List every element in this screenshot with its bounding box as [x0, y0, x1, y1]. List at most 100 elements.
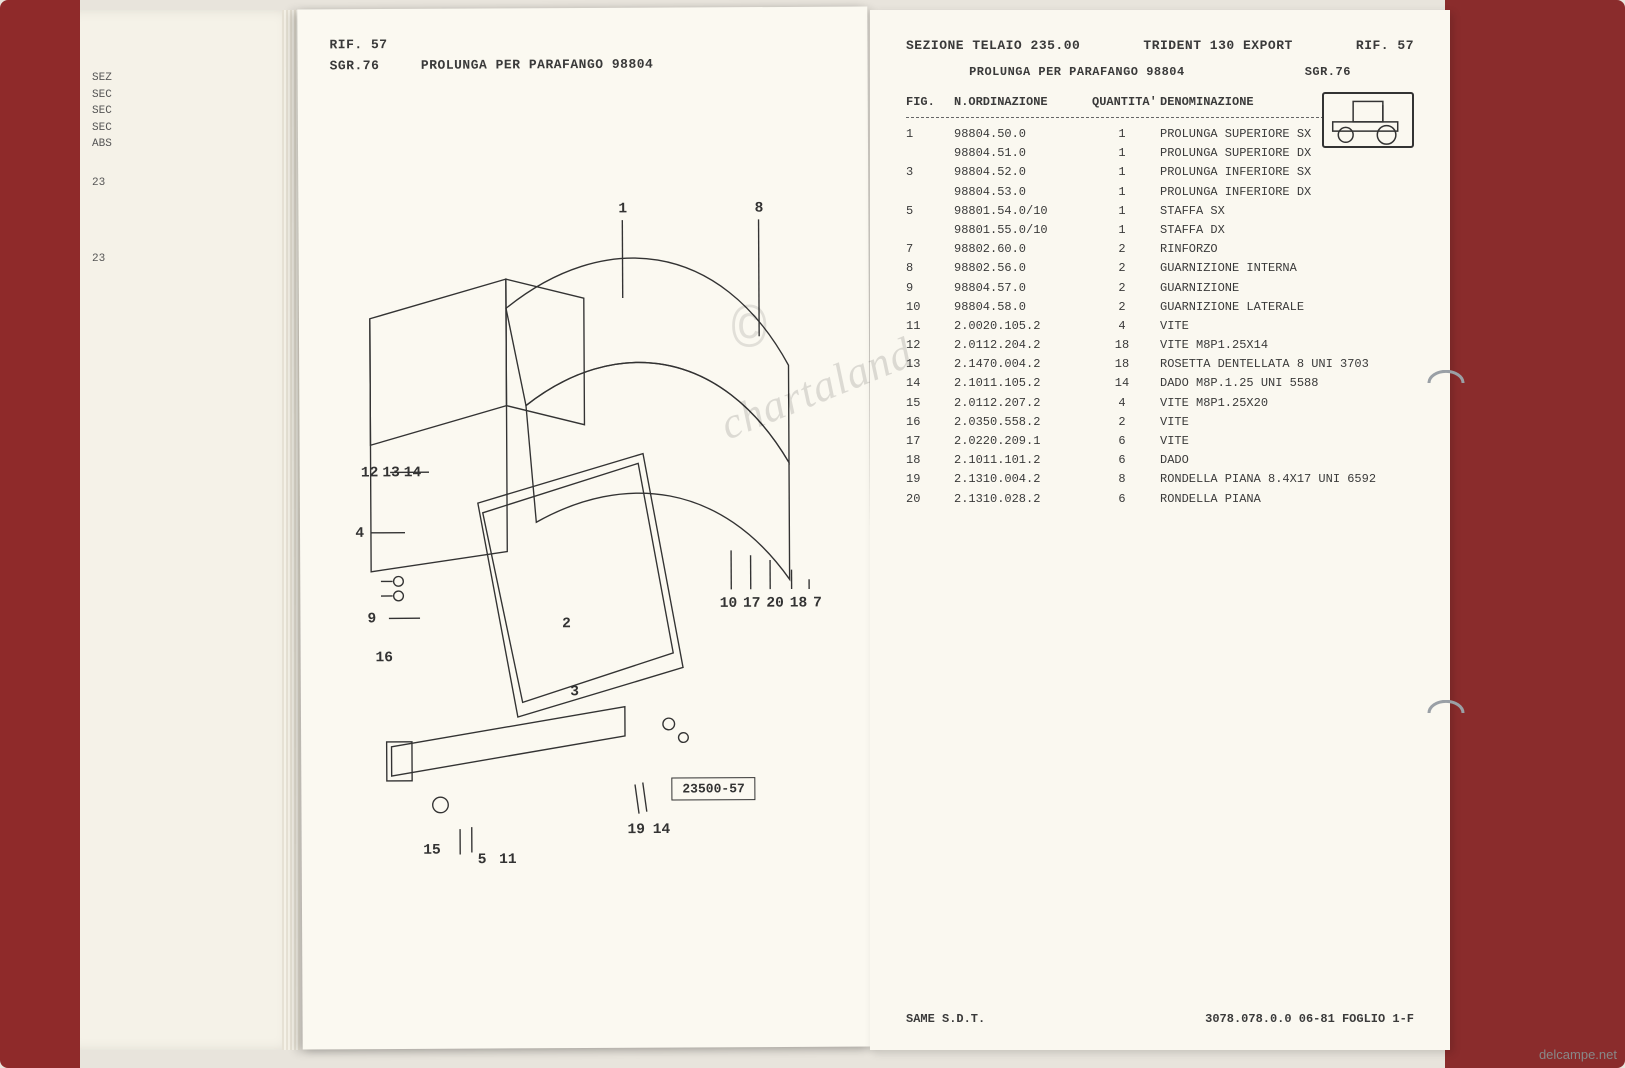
stack-line: 23	[92, 251, 112, 268]
table-cell-fig: 3	[906, 164, 946, 180]
parts-table: 198804.50.01PROLUNGA SUPERIORE SX98804.5…	[906, 126, 1414, 507]
table-cell-den: VITE	[1160, 318, 1414, 334]
table-cell-qty: 2	[1092, 414, 1152, 430]
stack-line: SEC	[92, 103, 112, 120]
footer-left: SAME S.D.T.	[906, 1012, 985, 1026]
table-cell-den: GUARNIZIONE INTERNA	[1160, 260, 1414, 276]
table-cell-ord: 2.1470.004.2	[954, 356, 1084, 372]
table-cell-den: STAFFA DX	[1160, 222, 1414, 238]
table-cell-ord: 2.0112.204.2	[954, 337, 1084, 353]
table-cell-fig: 11	[906, 318, 946, 334]
table-cell-qty: 18	[1092, 356, 1152, 372]
table-cell-qty: 18	[1092, 337, 1152, 353]
table-cell-qty: 2	[1092, 260, 1152, 276]
table-cell-fig: 7	[906, 241, 946, 257]
table-cell-qty: 2	[1092, 241, 1152, 257]
right-sgr: SGR.76	[1305, 65, 1351, 79]
table-cell-ord: 2.1011.101.2	[954, 452, 1084, 468]
table-cell-den: VITE M8P1.25X20	[1160, 395, 1414, 411]
svg-text:9: 9	[367, 611, 376, 627]
stack-line: 23	[92, 175, 112, 192]
table-cell-qty: 1	[1092, 222, 1152, 238]
table-cell-qty: 6	[1092, 452, 1152, 468]
table-cell-fig: 9	[906, 280, 946, 296]
table-cell-fig: 10	[906, 299, 946, 315]
footer-right: 3078.078.0.0 06-81 FOGLIO 1-F	[1205, 1012, 1414, 1026]
table-cell-fig	[906, 184, 946, 200]
table-cell-ord: 2.1310.028.2	[954, 491, 1084, 507]
right-header-row-1: SEZIONE TELAIO 235.00 TRIDENT 130 EXPORT…	[906, 38, 1414, 59]
svg-text:14: 14	[653, 822, 671, 838]
table-cell-ord: 98804.52.0	[954, 164, 1084, 180]
table-cell-ord: 98802.60.0	[954, 241, 1084, 257]
table-cell-den: ROSETTA DENTELLATA 8 UNI 3703	[1160, 356, 1414, 372]
table-cell-fig: 8	[906, 260, 946, 276]
table-cell-ord: 2.0350.558.2	[954, 414, 1084, 430]
binder-ring-icon	[1427, 370, 1465, 396]
table-cell-fig: 5	[906, 203, 946, 219]
table-cell-den: PROLUNGA INFERIORE SX	[1160, 164, 1414, 180]
table-cell-ord: 2.0220.209.1	[954, 433, 1084, 449]
table-cell-qty: 1	[1092, 203, 1152, 219]
table-cell-fig: 17	[906, 433, 946, 449]
table-cell-qty: 6	[1092, 491, 1152, 507]
table-cell-fig: 13	[906, 356, 946, 372]
left-rif: RIF. 57	[329, 35, 835, 53]
svg-text:12: 12	[361, 465, 379, 481]
sezione-label: SEZIONE TELAIO 235.00	[906, 38, 1080, 53]
left-sgr: SGR.76	[330, 58, 380, 73]
svg-text:20: 20	[766, 596, 784, 612]
table-cell-fig: 18	[906, 452, 946, 468]
table-cell-qty: 1	[1092, 164, 1152, 180]
stack-partial-text: SEZ SEC SEC SEC ABS 23 23	[92, 70, 112, 268]
col-ord: N.ORDINAZIONE	[954, 95, 1084, 109]
left-page: RIF. 57 SGR.76 PROLUNGA PER PARAFANGO 98…	[297, 7, 872, 1050]
right-rif: RIF. 57	[1356, 38, 1414, 53]
svg-text:11: 11	[499, 852, 517, 868]
svg-text:13: 13	[382, 465, 400, 481]
table-cell-ord: 98804.51.0	[954, 145, 1084, 161]
table-cell-fig: 15	[906, 395, 946, 411]
table-cell-ord: 98801.55.0/10	[954, 222, 1084, 238]
table-cell-ord: 2.0112.207.2	[954, 395, 1084, 411]
svg-text:19: 19	[627, 822, 645, 838]
table-cell-den: GUARNIZIONE LATERALE	[1160, 299, 1414, 315]
col-fig: FIG.	[906, 95, 946, 109]
right-header-row-2: PROLUNGA PER PARAFANGO 98804 SGR.76	[906, 65, 1414, 85]
table-cell-den: DADO	[1160, 452, 1414, 468]
site-attribution: delcampe.net	[1539, 1047, 1617, 1062]
stack-line: ABS	[92, 136, 112, 153]
table-cell-ord: 98804.58.0	[954, 299, 1084, 315]
svg-text:14: 14	[404, 465, 422, 481]
table-cell-ord: 2.1310.004.2	[954, 471, 1084, 487]
svg-text:1: 1	[618, 201, 627, 217]
stack-line: SEC	[92, 87, 112, 104]
table-cell-fig: 1	[906, 126, 946, 142]
right-page: SEZIONE TELAIO 235.00 TRIDENT 130 EXPORT…	[870, 10, 1450, 1050]
table-cell-qty: 14	[1092, 375, 1152, 391]
table-cell-den: GUARNIZIONE	[1160, 280, 1414, 296]
exploded-diagram: 1 8 121314 4 9 16 3 2 101720187 15 511 1…	[330, 141, 840, 904]
table-cell-qty: 4	[1092, 318, 1152, 334]
table-cell-fig: 12	[906, 337, 946, 353]
svg-text:5: 5	[478, 852, 487, 868]
table-cell-fig	[906, 222, 946, 238]
stack-line: SEC	[92, 120, 112, 137]
tractor-icon	[1322, 92, 1414, 148]
left-title: PROLUNGA PER PARAFANGO 98804	[421, 57, 654, 73]
svg-text:4: 4	[355, 526, 364, 542]
table-cell-qty: 8	[1092, 471, 1152, 487]
svg-text:15: 15	[423, 843, 441, 859]
table-cell-den: VITE	[1160, 433, 1414, 449]
table-cell-den: VITE	[1160, 414, 1414, 430]
svg-text:18: 18	[790, 595, 808, 611]
table-cell-fig: 20	[906, 491, 946, 507]
table-cell-qty: 1	[1092, 126, 1152, 142]
svg-text:16: 16	[375, 650, 393, 666]
svg-text:3: 3	[570, 684, 579, 700]
table-cell-qty: 2	[1092, 280, 1152, 296]
table-cell-den: RONDELLA PIANA	[1160, 491, 1414, 507]
table-cell-qty: 4	[1092, 395, 1152, 411]
table-cell-den: RONDELLA PIANA 8.4X17 UNI 6592	[1160, 471, 1414, 487]
table-cell-den: VITE M8P1.25X14	[1160, 337, 1414, 353]
